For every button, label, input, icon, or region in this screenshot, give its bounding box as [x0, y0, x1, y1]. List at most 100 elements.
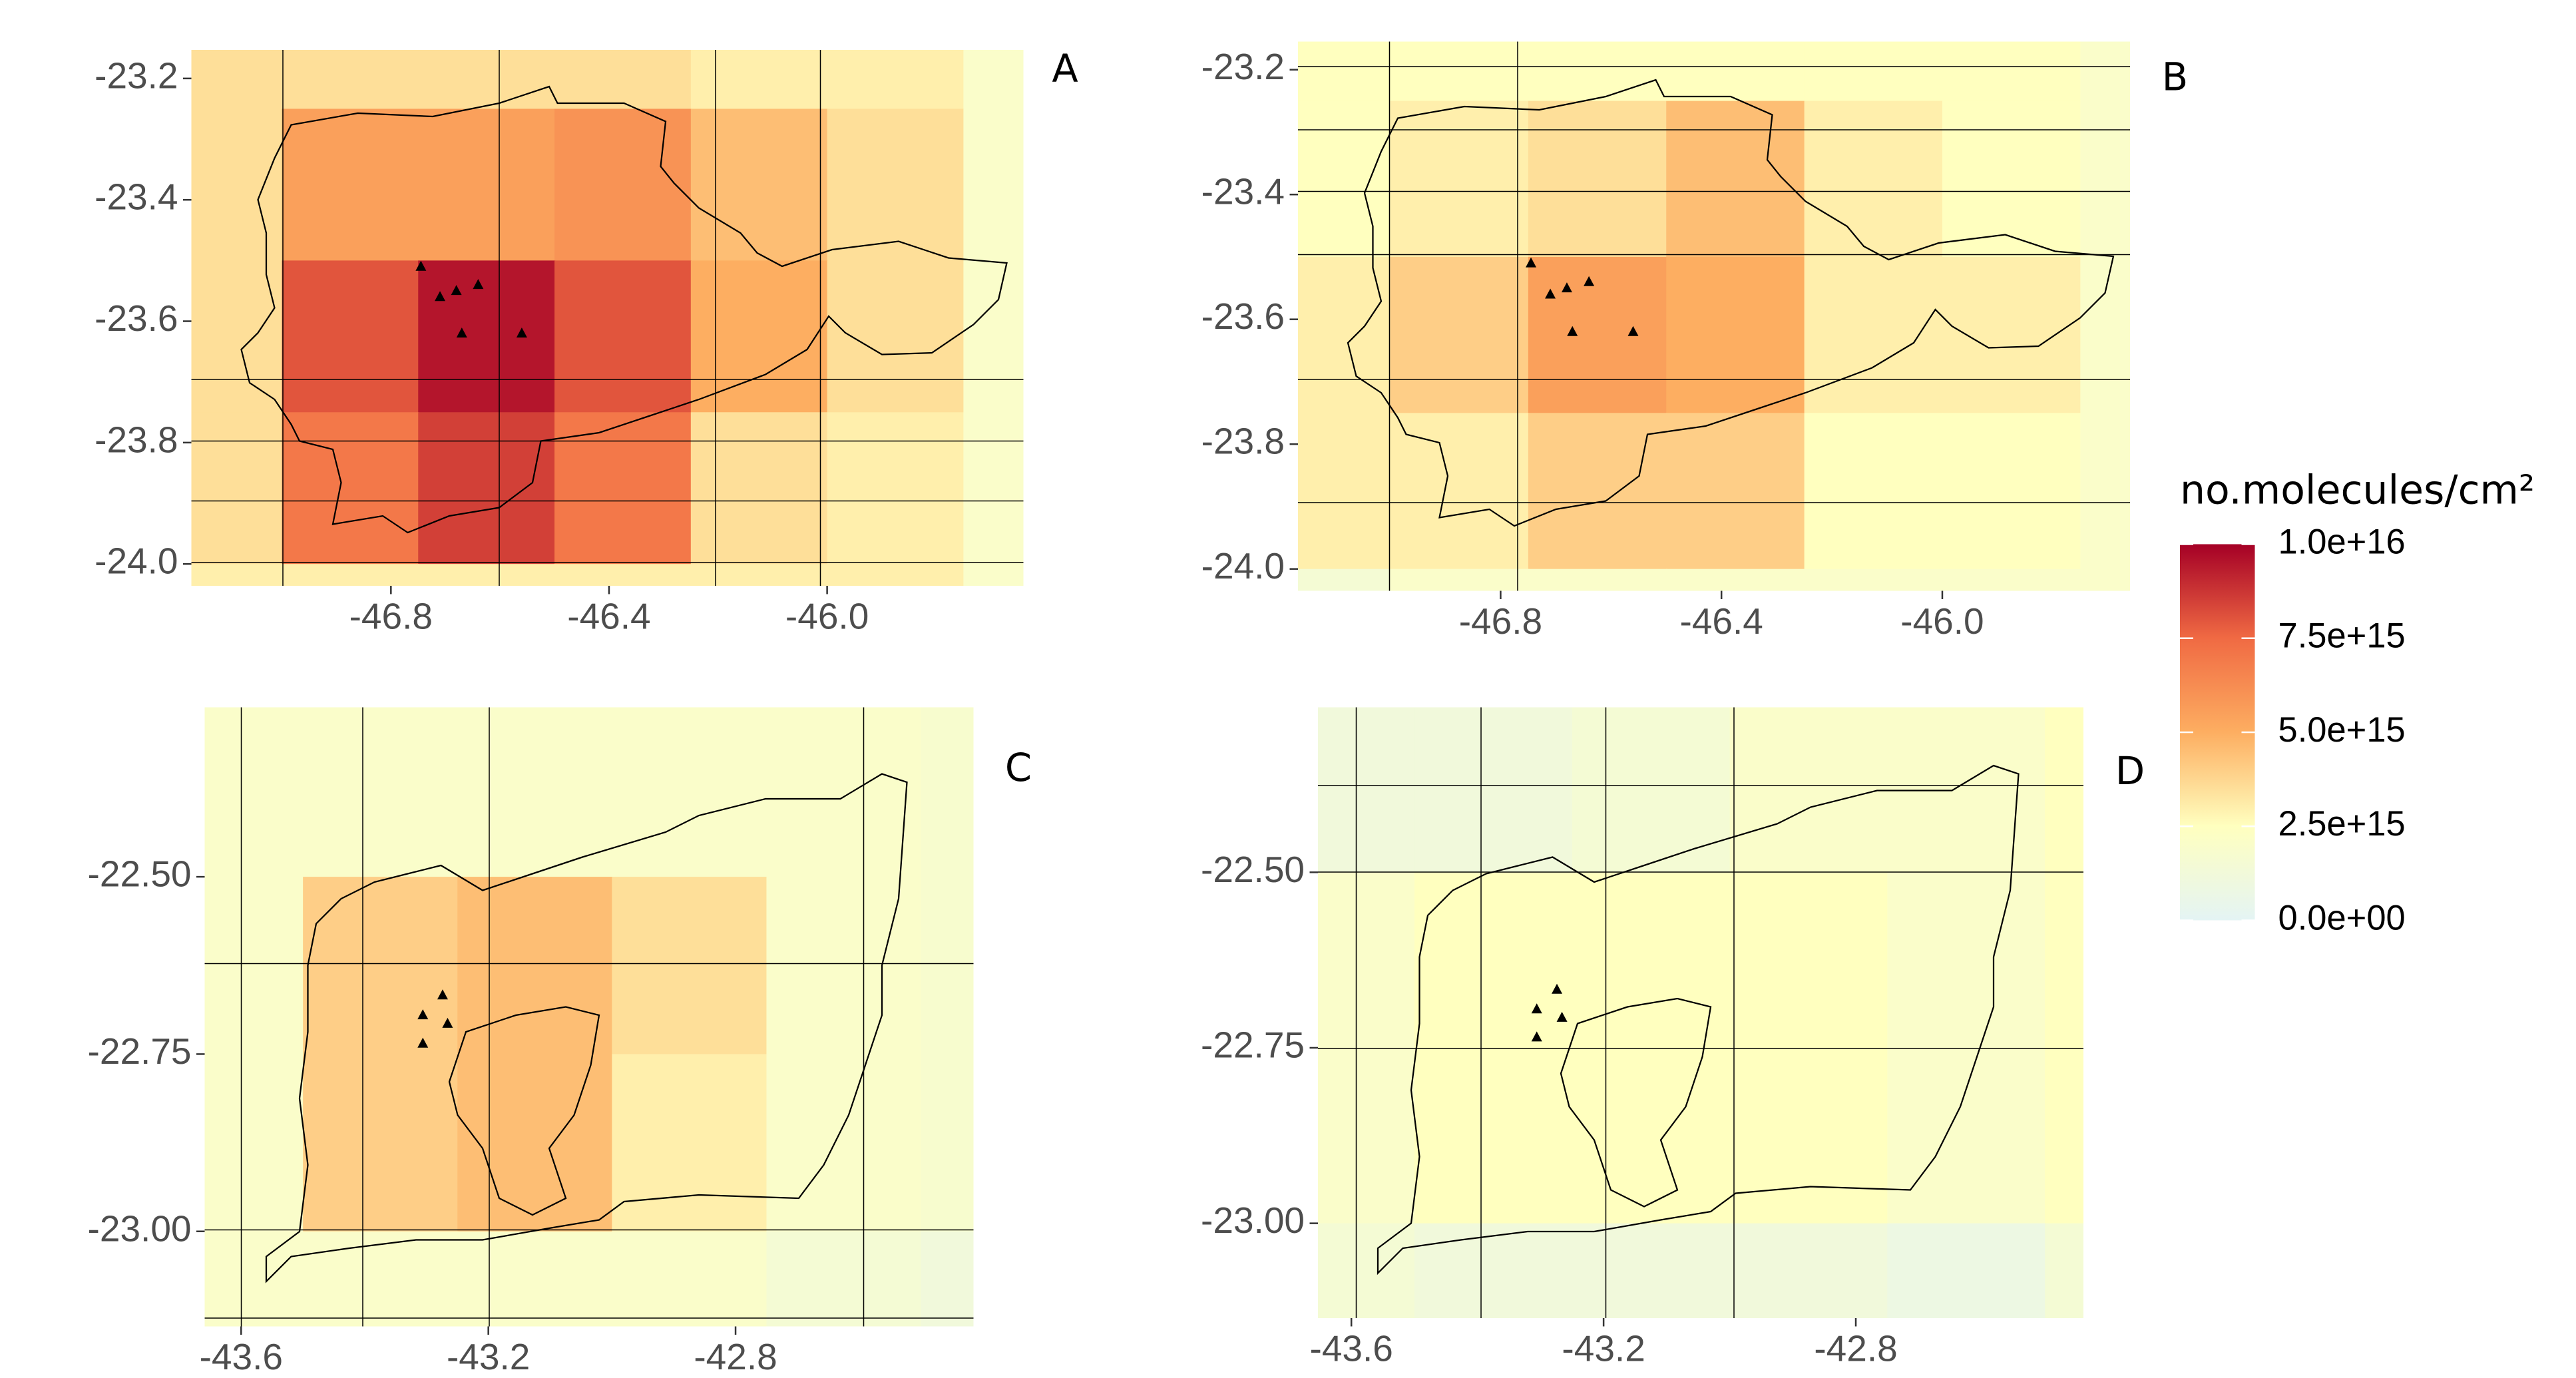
station [437, 989, 448, 1000]
marks [415, 257, 1639, 1048]
x-tick-label: -46.8 [1459, 600, 1542, 642]
cell [921, 1231, 974, 1327]
x-tick-label: -46.0 [785, 596, 869, 637]
station [1526, 257, 1537, 268]
cell [1887, 707, 2046, 873]
y-tick-label: -24.0 [95, 541, 178, 582]
cells [191, 41, 2130, 1327]
cell [963, 109, 1024, 262]
y-tick-label: -23.2 [1201, 46, 1285, 87]
y-tick-label: -22.50 [1201, 849, 1305, 890]
cell [1318, 1047, 1416, 1224]
cell [1666, 569, 1805, 591]
station [1627, 326, 1639, 336]
y-tick-label: -23.00 [88, 1208, 192, 1249]
cell [1729, 1223, 1888, 1318]
cell [1528, 101, 1667, 258]
cell [1390, 41, 1530, 102]
station [1545, 288, 1556, 299]
station [451, 285, 462, 296]
colorbar-tick-label: 7.5e+15 [2278, 616, 2406, 656]
cell [690, 260, 828, 413]
panel-label: B [2162, 55, 2188, 100]
y-tick-label: -23.8 [95, 419, 178, 460]
cell [1804, 101, 1944, 258]
cell [457, 877, 613, 1055]
cell [1666, 256, 1805, 414]
cell [827, 109, 965, 262]
cell [827, 50, 965, 110]
cell [204, 877, 304, 1055]
cell [2045, 872, 2083, 1049]
cell [282, 50, 419, 110]
cell [204, 1054, 304, 1233]
x-tick-label: -43.6 [1310, 1328, 1393, 1369]
cell [303, 877, 459, 1055]
heatmap-cells [1318, 707, 2083, 1318]
cell [1414, 1047, 1574, 1224]
cell [457, 1054, 613, 1233]
cell [554, 412, 692, 565]
cell [1414, 872, 1574, 1049]
cell [766, 707, 922, 878]
station [456, 327, 467, 338]
station [417, 1037, 429, 1048]
y-tick-label: -22.75 [88, 1031, 192, 1072]
cell [204, 707, 304, 878]
cell [1528, 569, 1667, 591]
cell [1528, 256, 1667, 414]
cell [2080, 413, 2130, 570]
cell [2080, 569, 2130, 591]
station [1584, 276, 1595, 286]
station [1531, 1003, 1542, 1014]
cell [1942, 41, 2081, 102]
station [516, 327, 527, 338]
cell [2080, 256, 2130, 414]
y-tick-label: -23.6 [1201, 296, 1285, 337]
cell [191, 50, 283, 110]
cell [303, 1231, 459, 1327]
x-tick-label: -43.2 [1562, 1328, 1645, 1369]
cell [963, 412, 1024, 565]
cell [1729, 707, 1888, 873]
cell [921, 1054, 974, 1233]
cell [1528, 413, 1667, 570]
cell [690, 109, 828, 262]
cell [1729, 1047, 1888, 1224]
cell [766, 1231, 922, 1327]
cell [921, 707, 974, 878]
cell [766, 1054, 922, 1233]
cell [282, 260, 419, 413]
cell [1318, 1223, 1416, 1318]
colorbar-tick-label: 2.5e+15 [2278, 804, 2406, 843]
cell [690, 564, 828, 586]
graticule [1298, 41, 2130, 591]
panel-label: C [1005, 746, 1032, 790]
cell [1318, 872, 1416, 1049]
panel-label: D [2115, 749, 2145, 794]
cell [1666, 41, 1805, 102]
cell [1942, 256, 2081, 414]
cell [921, 877, 974, 1055]
y-tick-label: -23.6 [95, 298, 178, 339]
cell [1887, 1223, 2046, 1318]
x-tick-label: -43.6 [200, 1336, 283, 1377]
cell [418, 412, 556, 565]
cell [1572, 707, 1731, 873]
cell [1804, 569, 1944, 591]
y-tick-label: -22.75 [1201, 1025, 1305, 1066]
cell [1414, 707, 1574, 873]
cell [2045, 1223, 2083, 1318]
graticule [1318, 707, 2083, 1318]
cell [282, 109, 419, 262]
cell [1942, 101, 2081, 258]
x-tick-label: -46.4 [1680, 600, 1763, 642]
cell [1298, 256, 1391, 414]
cell [303, 707, 459, 878]
cell [612, 1054, 767, 1233]
y-tick-label: -22.50 [88, 853, 192, 895]
cell [2080, 41, 2130, 102]
cell [191, 109, 283, 262]
cell [827, 564, 965, 586]
